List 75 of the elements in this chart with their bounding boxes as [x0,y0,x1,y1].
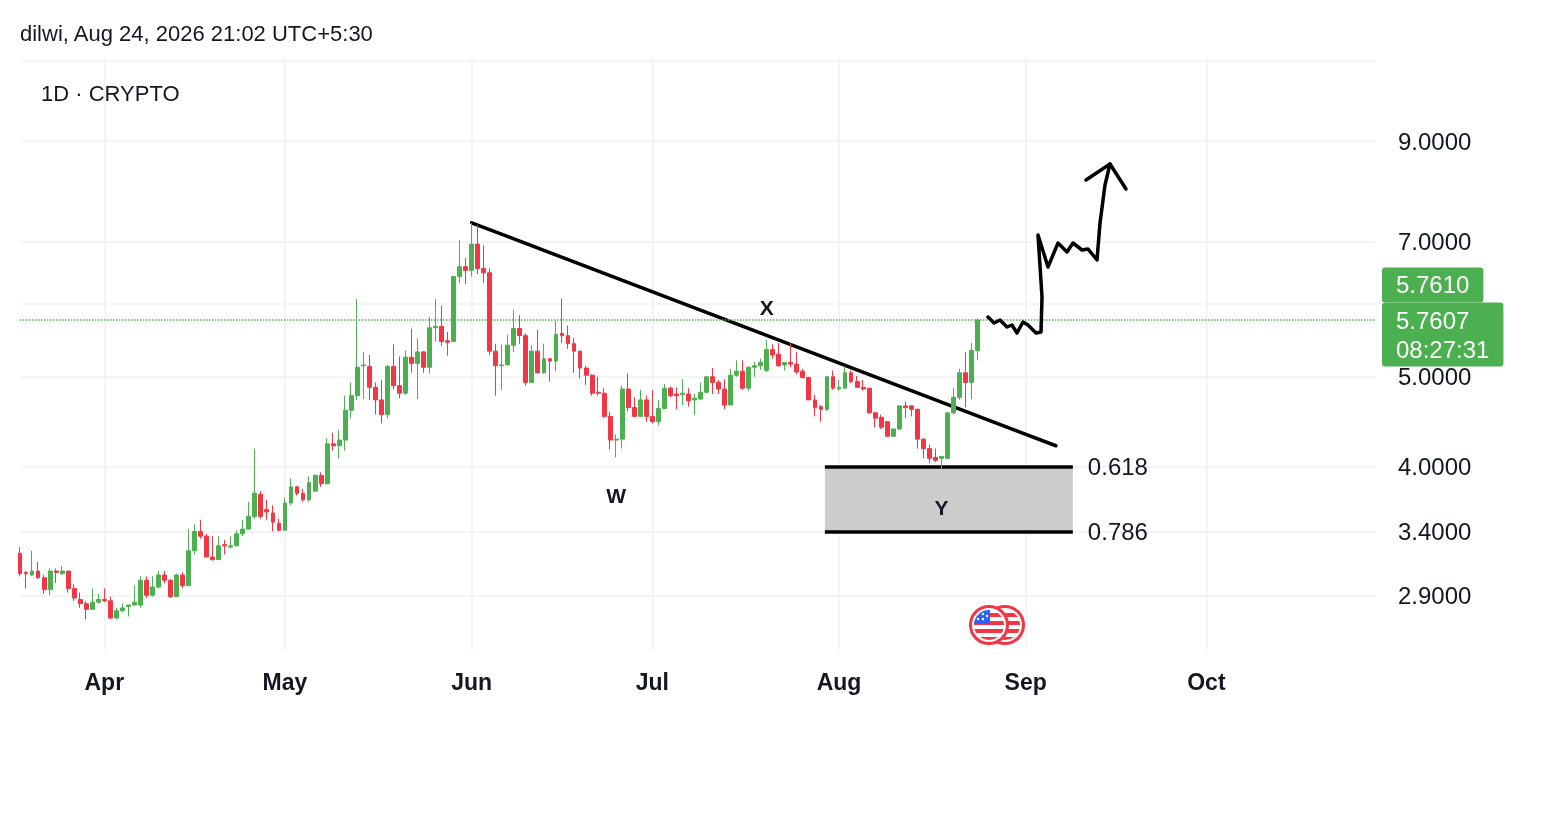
y-tick-label: 9.0000 [1398,127,1472,155]
annotation: W [606,484,627,508]
candlestick [463,257,468,285]
candlestick [542,343,546,375]
candlestick [18,546,22,577]
candlestick [825,376,829,412]
candlestick [361,351,366,400]
candlestick [295,485,299,496]
candlestick [271,504,275,532]
candlestick [222,539,227,556]
candlestick [578,349,582,379]
candlestick [319,471,324,488]
candlestick [566,325,570,350]
candlestick [307,475,311,503]
candlestick [313,473,318,493]
candlestick [560,297,564,344]
y-tick-label: 7.0000 [1398,228,1472,256]
text: 5.7610 [1396,271,1470,299]
candlestick [277,518,281,532]
candlestick [415,338,420,400]
candlestick [144,575,149,599]
candlestick [409,327,414,374]
candlestick [837,379,841,392]
candlestick [469,222,474,278]
x-tick-label: May [262,668,308,695]
candlestick [24,570,28,589]
candlestick [301,488,305,503]
y-tick-label: 3.4000 [1398,517,1472,545]
candlestick [843,365,847,389]
candlestick [782,362,787,371]
candlestick [180,571,185,589]
candlestick [331,432,336,452]
y-tick-label: 4.0000 [1398,452,1472,480]
candlestick [548,358,552,383]
candlestick [283,497,287,531]
candlestick [289,477,293,506]
candlestick [529,344,534,383]
x-tick-label: Aug [816,668,862,695]
candlestick [680,378,685,406]
candlestick [686,387,691,408]
candlestick [572,337,576,374]
candlestick [849,369,853,384]
candlestick [42,574,47,595]
candlestick [48,568,53,596]
x-tick-label: Apr [84,668,125,695]
candlestick [740,359,745,391]
annotation: 0.618 [1087,452,1148,480]
candlestick [60,565,65,576]
annotation: 0.786 [1087,517,1148,545]
candlestick [819,404,823,423]
x-tick-label: Sep [1004,668,1047,695]
y-tick-label: 2.9000 [1398,581,1472,609]
text: 1D · CRYPTO [41,80,180,106]
candlestick [638,389,643,418]
candlestick [831,369,835,391]
candlestick [535,329,540,375]
ref-line-label: 5.7607 08:27:31 [1396,306,1490,363]
annotation: X [759,296,774,320]
candlestick [30,550,34,577]
candlestick [174,573,179,598]
candlestick [385,364,390,419]
x-tick-label: Jun [451,668,493,695]
candlestick [216,535,221,561]
candlestick [813,394,817,417]
annotation: Y [934,496,949,520]
candlestick [963,351,968,409]
candlestick [54,568,59,584]
x-tick-label: Oct [1187,668,1226,695]
candlestick [325,437,330,486]
text: dilwi, Aug 24, 2026 21:02 UTC+5:30 [20,20,373,46]
x-tick-label: Jul [635,668,669,695]
candlestick [36,561,40,580]
candlestick [403,349,408,396]
candlestick [421,350,426,374]
y-tick-label: 5.0000 [1398,363,1472,391]
